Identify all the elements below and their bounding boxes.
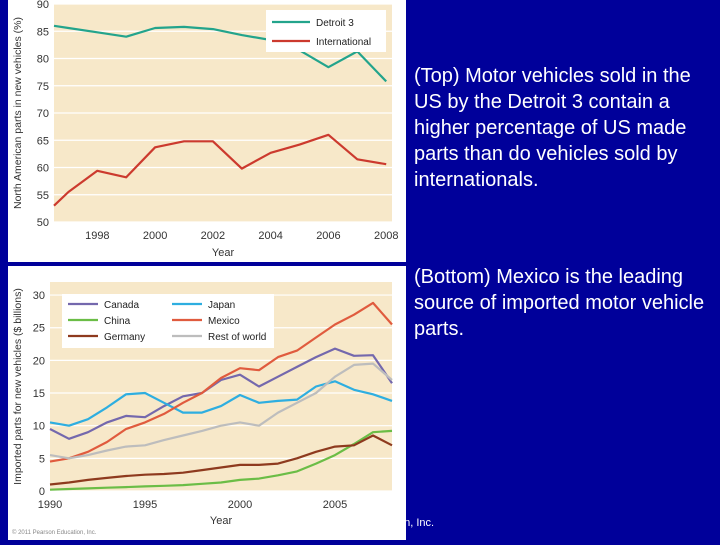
top-legend-box <box>266 10 386 52</box>
top-y-tick-label: 90 <box>37 0 49 11</box>
bottom-x-tick-label: 1995 <box>133 499 157 511</box>
bottom-series-line-china <box>49 429 393 491</box>
bottom-x-tick-label: 1990 <box>38 499 62 511</box>
caption-bottom: (Bottom) Mexico is the leading source of… <box>414 266 705 340</box>
top-y-tick-label: 85 <box>37 26 49 38</box>
top-y-tick-label: 70 <box>37 108 49 120</box>
bottom-y-tick-label: 10 <box>33 421 45 433</box>
top-legend-label: Detroit 3 <box>316 18 354 29</box>
top-x-tick-label: 2004 <box>258 230 282 242</box>
top-series-line-detroit3 <box>53 24 387 83</box>
top-y-tick-label: 65 <box>37 135 49 147</box>
top-legend: Detroit 3 International <box>266 10 386 52</box>
bottom-x-tick-label: 2000 <box>228 499 252 511</box>
top-x-axis-label: Year <box>212 247 235 259</box>
bottom-y-tick-label: 20 <box>33 355 45 367</box>
bottom-x-tick-label: 2005 <box>323 499 347 511</box>
bottom-y-axis-label: Imported parts for new vehicles ($ billi… <box>12 288 24 485</box>
top-x-tick-label: 2000 <box>143 230 167 242</box>
bottom-legend-label: Rest of world <box>208 332 266 343</box>
bottom-y-tick-label: 15 <box>33 388 45 400</box>
top-y-tick-label: 75 <box>37 81 49 93</box>
bottom-series-group <box>49 301 393 491</box>
bottom-y-ticks: 0 5 10 15 20 25 30 <box>33 290 45 498</box>
bottom-legend: Canada Japan China Mexico Germany Rest of wor… <box>62 294 274 348</box>
bottom-x-ticks: 1990 1995 2000 2005 <box>38 499 347 511</box>
top-y-tick-label: 50 <box>37 217 49 229</box>
top-chart-panel: 50 55 60 65 70 75 80 85 90 1998 2000 2002 2004 2006 2… <box>8 0 406 262</box>
top-y-tick-label: 60 <box>37 163 49 175</box>
bottom-chart: Canada Japan China Mexico Germany Rest of wor… <box>12 282 393 536</box>
bottom-y-tick-label: 30 <box>33 290 45 302</box>
bottom-legend-label: Mexico <box>208 316 240 327</box>
top-legend-label: International <box>316 37 371 48</box>
top-y-tick-label: 55 <box>37 190 49 202</box>
bottom-series-line-japan <box>49 380 393 427</box>
top-x-tick-label: 2006 <box>316 230 340 242</box>
caption-top: (Top) Motor vehicles sold in the US by t… <box>414 65 691 191</box>
top-x-ticks: 1998 2000 2002 2004 2006 2008 <box>85 230 398 242</box>
bottom-legend-label: Japan <box>208 300 235 311</box>
bottom-legend-label: Germany <box>104 332 145 343</box>
top-gridlines <box>54 3 392 223</box>
top-x-tick-label: 1998 <box>85 230 109 242</box>
top-y-ticks: 50 55 60 65 70 75 80 85 90 <box>37 0 49 229</box>
copyright-text: on, Inc. <box>398 517 435 529</box>
top-y-tick-label: 80 <box>37 54 49 66</box>
top-x-tick-label: 2008 <box>374 230 398 242</box>
bottom-x-axis-label: Year <box>210 515 233 527</box>
top-series-line-international <box>53 133 387 207</box>
top-x-tick-label: 2002 <box>201 230 225 242</box>
bottom-y-tick-label: 5 <box>39 453 45 465</box>
bottom-chart-panel: Canada Japan China Mexico Germany Rest of wor… <box>8 266 406 540</box>
top-y-axis-label: North American parts in new vehicles (%) <box>12 17 24 209</box>
bottom-legend-label: China <box>104 316 131 327</box>
bottom-y-tick-label: 25 <box>33 323 45 335</box>
bottom-legend-label: Canada <box>104 300 139 311</box>
top-chart: 50 55 60 65 70 75 80 85 90 1998 2000 2002 2004 2006 2… <box>12 0 398 259</box>
bottom-series-line-rest_of_world <box>49 362 393 460</box>
bottom-series-line-germany <box>49 434 393 486</box>
bottom-series-line-canada <box>49 347 393 440</box>
bottom-series-line-mexico <box>49 301 393 463</box>
copyright-small: © 2011 Pearson Education, Inc. <box>12 529 97 536</box>
bottom-y-tick-label: 0 <box>39 486 45 498</box>
top-series-group <box>53 24 387 207</box>
